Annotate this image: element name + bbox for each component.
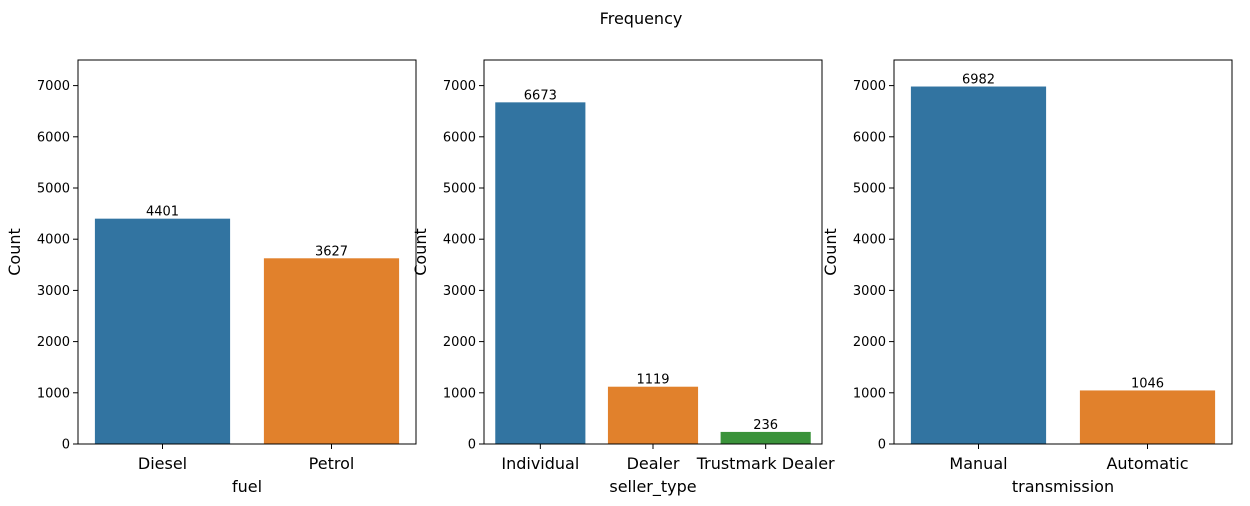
x-tick-label: Petrol — [309, 454, 355, 473]
y-tick-label: 1000 — [37, 386, 70, 401]
x-tick-label: Trustmark Dealer — [696, 454, 835, 473]
data-label: 4401 — [146, 205, 179, 220]
bar-dealer — [607, 386, 699, 444]
data-label: 236 — [753, 418, 778, 433]
x-tick-label: Automatic — [1106, 454, 1188, 473]
y-tick-label: 3000 — [853, 284, 886, 299]
y-tick-label: 6000 — [37, 130, 70, 145]
bar-manual — [910, 86, 1047, 444]
y-tick-label: 3000 — [37, 284, 70, 299]
y-tick-label: 6000 — [443, 130, 476, 145]
y-axis-label: Count — [821, 228, 840, 276]
data-label: 6673 — [524, 88, 557, 103]
y-tick-label: 4000 — [853, 233, 886, 248]
x-axis-label: seller_type — [609, 477, 696, 497]
y-tick-label: 2000 — [443, 335, 476, 350]
y-tick-label: 2000 — [37, 335, 70, 350]
y-axis-label: Count — [5, 228, 24, 276]
data-label: 3627 — [315, 244, 348, 259]
x-axis-label: transmission — [1012, 477, 1114, 496]
axes-frame — [77, 59, 417, 445]
chart-panels: 0 1000 2000 3000 4000 5000 6000 7000 Diesel 4401 P… — [5, 59, 1233, 497]
x-tick-label: Manual — [949, 454, 1007, 473]
y-tick-label: 6000 — [853, 130, 886, 145]
y-axis-label: Count — [411, 228, 430, 276]
y-tick-label: 0 — [468, 438, 476, 453]
y-tick-label: 2000 — [853, 335, 886, 350]
y-tick-label: 5000 — [37, 182, 70, 197]
data-label: 1119 — [636, 373, 669, 388]
y-tick-label: 5000 — [853, 182, 886, 197]
bar-individual — [495, 102, 586, 444]
bar-diesel — [94, 218, 231, 444]
x-tick-label: Dealer — [627, 454, 680, 473]
bar-trustmark-dealer — [720, 431, 811, 444]
axes-frame — [483, 59, 823, 445]
data-label: 6982 — [962, 73, 995, 88]
bar-automatic — [1079, 390, 1216, 444]
chart-panel-seller_type: 0 1000 2000 3000 4000 5000 6000 7000 Individual 6… — [411, 59, 835, 497]
y-tick-label: 0 — [878, 438, 886, 453]
x-tick-label: Individual — [501, 454, 579, 473]
bar-petrol — [263, 258, 400, 444]
y-tick-label: 0 — [62, 438, 70, 453]
y-tick-label: 7000 — [37, 79, 70, 94]
x-tick-label: Diesel — [138, 454, 187, 473]
x-axis-label: fuel — [232, 477, 262, 496]
y-tick-label: 1000 — [853, 386, 886, 401]
y-tick-label: 3000 — [443, 284, 476, 299]
chart-panel-fuel: 0 1000 2000 3000 4000 5000 6000 7000 Diesel 4401 P… — [5, 59, 417, 496]
figure-title: Frequency — [600, 9, 683, 28]
data-label: 1046 — [1131, 376, 1164, 391]
y-tick-label: 7000 — [443, 79, 476, 94]
y-tick-label: 7000 — [853, 79, 886, 94]
y-tick-label: 1000 — [443, 386, 476, 401]
y-tick-label: 5000 — [443, 182, 476, 197]
y-tick-label: 4000 — [37, 233, 70, 248]
chart-panel-transmission: 0 1000 2000 3000 4000 5000 6000 7000 Manual 6982 A… — [821, 59, 1233, 496]
y-tick-label: 4000 — [443, 233, 476, 248]
axes-frame — [893, 59, 1233, 445]
